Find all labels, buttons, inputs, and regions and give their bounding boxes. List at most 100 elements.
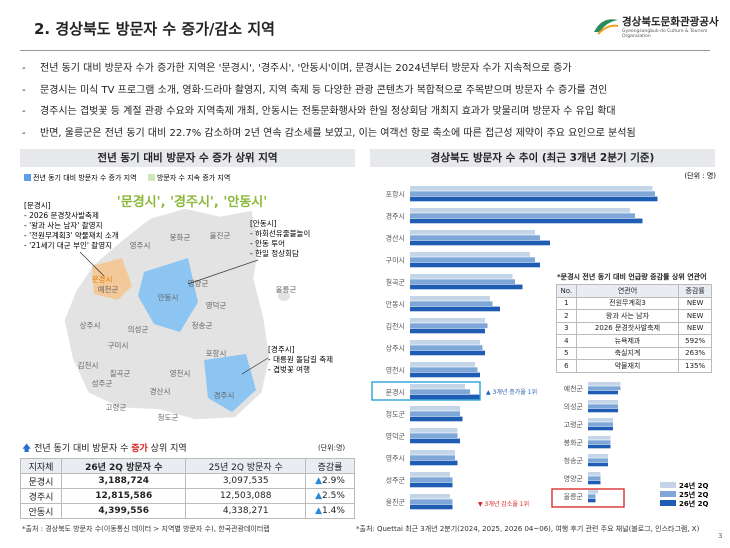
map-label: 칠곡군 <box>110 369 131 378</box>
bar <box>410 235 540 240</box>
table-cell: NEW <box>678 309 712 323</box>
bar <box>410 482 453 488</box>
category-label: 고령군 <box>564 421 584 429</box>
leader <box>79 251 105 277</box>
bar <box>410 494 450 499</box>
legend-swatch <box>660 482 676 488</box>
map-label: 예천군 <box>98 284 119 294</box>
bullet-dash: - <box>22 106 26 117</box>
table-cell: 135% <box>678 359 712 373</box>
bar <box>410 340 480 345</box>
annotation: ▲ 3개년 증가율 1위 <box>486 388 537 396</box>
bar <box>410 252 530 257</box>
table-row: 안동시 4,399,556 4,338,271 ▲1.4% <box>19 503 355 519</box>
map-label: 영덕군 <box>206 300 227 310</box>
category-label: 성주군 <box>386 475 406 484</box>
caption-text: 전년 동기 대비 방문자 수 <box>34 444 132 454</box>
table-header: No. 연관어 증감률 <box>556 284 712 298</box>
bar <box>410 284 523 290</box>
map-label: 포항시 <box>206 349 227 358</box>
table-header: 지자체 26년 2Q 방문자 수 25년 2Q 방문자 수 증감률 <box>19 458 355 474</box>
callout-item: - 대릉원 돌담길 축제 <box>268 354 333 364</box>
bar <box>410 296 490 301</box>
header-cell: 25년 2Q 방문자 수 <box>185 458 307 474</box>
bar <box>410 411 460 416</box>
table-cell: 12,815,586 <box>61 488 187 504</box>
table-caption: 🡅 전년 동기 대비 방문자 수 증가 상위 지역 <box>22 441 187 457</box>
table-cell: 12,503,088 <box>185 488 307 504</box>
table-cell: 3 <box>556 321 577 335</box>
table-row: 4 뉴욕제과 592% <box>556 334 712 348</box>
visitor-table: 지자체 26년 2Q 방문자 수 25년 2Q 방문자 수 증감률 문경시 3,188,7… <box>19 458 355 519</box>
bullet-list: - 전년 동기 대비 방문자 수가 증가한 지역은 '문경시', '경주시', '… <box>22 58 722 144</box>
map-label: 문경시 <box>92 274 113 284</box>
bar <box>588 498 596 503</box>
map-label: 경주시 <box>214 390 235 400</box>
up-icon: ▲ <box>315 506 323 516</box>
bar <box>410 323 488 328</box>
bar <box>410 218 643 224</box>
unit-label: (단위 : 명) <box>684 171 716 180</box>
map-label: 경산시 <box>150 386 171 396</box>
bar <box>410 428 458 433</box>
callout-item: - '21세기 대군 부인' 촬영지 <box>24 240 112 250</box>
highlight-text: '문경시', '경주시', '안동시' <box>117 194 267 210</box>
bar <box>410 460 458 466</box>
leader <box>241 357 269 375</box>
table-row: 3 2026 문경찻사발축제 NEW <box>556 321 712 335</box>
table-cell: 경주시 <box>19 488 63 504</box>
bar <box>410 477 453 482</box>
cell-text: 1.4% <box>322 506 345 516</box>
table-cell: 6 <box>556 359 577 373</box>
category-label: 포항시 <box>386 189 405 198</box>
bar <box>588 408 618 413</box>
callout-item: - 한일 정상회담 <box>250 248 299 258</box>
bar <box>588 476 601 480</box>
bar <box>588 480 601 485</box>
legend-label: 24년 2Q <box>679 481 708 490</box>
category-label: 상주시 <box>386 343 405 352</box>
legend-swatch <box>148 174 155 181</box>
bar <box>410 208 630 213</box>
keyword-table: No. 연관어 증감률 1 전원무계획3 NEW 2 왕과 사는 남자 NEW 3 2026 문경찻… <box>556 284 712 373</box>
map-label: 상주시 <box>80 320 101 330</box>
category-label: 울릉군 <box>564 493 584 501</box>
page-number: 3 <box>718 532 723 540</box>
bar <box>410 406 460 411</box>
bar <box>588 458 608 462</box>
header-cell: No. <box>556 284 577 298</box>
map-label: 청도군 <box>158 413 179 422</box>
panel-heading: 전년 동기 대비 방문자 수 증가 상위 지역 <box>20 149 355 167</box>
bar <box>588 454 608 458</box>
bar <box>588 426 613 431</box>
category-label: 울진군 <box>386 497 406 506</box>
table-row: 1 전원무계획3 NEW <box>556 296 712 310</box>
bar <box>410 257 535 262</box>
bar <box>588 400 618 404</box>
table-cell: 문경시 <box>19 473 63 489</box>
region-highlight <box>204 354 256 412</box>
logo: 경상북도문화관광공사 Gyeongsangbuk-do Culture & To… <box>592 14 722 39</box>
legend-label: 전년 동기 대비 방문자 수 증가 지역 <box>33 173 137 182</box>
legend-label: 방문자 수 지속 증가 지역 <box>157 173 230 182</box>
divider <box>20 50 710 51</box>
callout-title: [경주시] <box>268 344 295 354</box>
bar <box>410 230 535 235</box>
bar <box>410 450 455 455</box>
bullet-text: 전년 동기 대비 방문자 수가 증가한 지역은 '문경시', '경주시', '안… <box>40 63 572 74</box>
legend-label: 25년 2Q <box>679 490 708 499</box>
header-cell: 증감률 <box>305 458 355 474</box>
callout-item: - '전원무계획3' 약물재치 소개 <box>24 230 119 240</box>
bar <box>588 494 596 498</box>
callout-item: - 하회선유줄불놀이 <box>250 228 310 238</box>
table-cell: 약물재치 <box>575 359 680 373</box>
bar <box>410 274 513 279</box>
bar <box>588 386 621 390</box>
bullet-text: 문경시는 미식 TV 프로그램 소개, 영화·드라마 촬영지, 지역 축제 등 … <box>40 84 608 96</box>
up-icon: ▲ <box>315 476 323 486</box>
table-cell: 전원무계획3 <box>575 296 680 310</box>
bullet-text: 경주시는 겹벚꽃 등 계절 관광 수요와 지역축제 개최, 안동시는 전통문화행… <box>40 106 616 117</box>
bar <box>410 345 483 350</box>
bar <box>410 362 475 367</box>
